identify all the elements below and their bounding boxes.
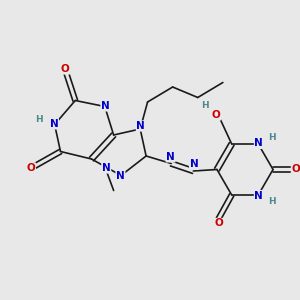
Text: O: O xyxy=(214,218,224,229)
Text: N: N xyxy=(166,152,175,162)
Text: H: H xyxy=(268,133,276,142)
Text: H: H xyxy=(201,101,208,110)
Text: N: N xyxy=(101,101,110,111)
Text: N: N xyxy=(102,163,111,173)
Text: N: N xyxy=(136,121,145,131)
Text: N: N xyxy=(254,190,263,201)
Text: O: O xyxy=(27,163,35,173)
Text: O: O xyxy=(61,64,69,74)
Text: N: N xyxy=(116,171,125,181)
Text: N: N xyxy=(254,138,263,148)
Text: H: H xyxy=(35,115,43,124)
Text: H: H xyxy=(268,197,276,206)
Text: O: O xyxy=(291,164,300,175)
Text: N: N xyxy=(50,119,58,129)
Text: O: O xyxy=(212,110,221,120)
Text: N: N xyxy=(190,159,198,170)
